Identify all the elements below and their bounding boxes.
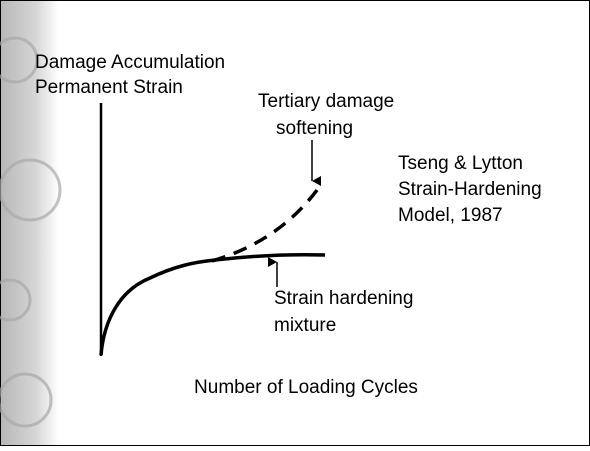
model-note: Strain-Hardening — [398, 179, 542, 200]
hardening-label: mixture — [274, 315, 336, 336]
tertiary-label: softening — [276, 118, 353, 139]
model-note: Model, 1987 — [398, 205, 503, 226]
page: {"diagram": { "y_axis_label": ["Damage A… — [0, 0, 590, 446]
hardening-label: Strain hardening — [274, 288, 413, 309]
model-note: Tseng & Lytton — [398, 153, 523, 174]
tertiary-label: Tertiary damage — [258, 91, 394, 112]
y-axis-label: Damage Accumulation — [35, 52, 225, 73]
slide: Damage Accumulation Permanent Strain Ter… — [0, 0, 590, 446]
y-axis-label: Permanent Strain — [35, 77, 183, 98]
x-axis-label: Number of Loading Cycles — [194, 377, 418, 398]
